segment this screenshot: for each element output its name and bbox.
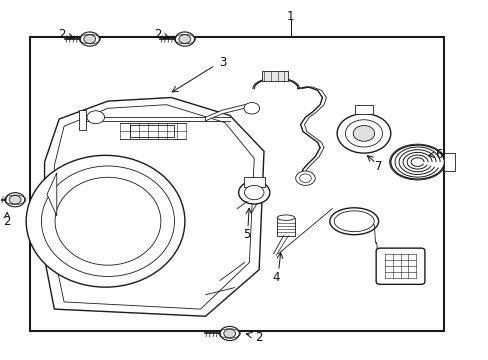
Text: 2: 2 [58, 28, 65, 41]
Circle shape [295, 171, 315, 185]
Bar [277, 218, 294, 235]
Polygon shape [205, 105, 254, 121]
Circle shape [175, 32, 194, 46]
Bar [444, 153, 454, 171]
Ellipse shape [390, 145, 444, 179]
Text: 4: 4 [272, 271, 279, 284]
Text: 2: 2 [255, 330, 263, 343]
Circle shape [299, 174, 311, 183]
Ellipse shape [329, 208, 378, 235]
Ellipse shape [26, 156, 184, 287]
Ellipse shape [55, 177, 161, 265]
Circle shape [352, 126, 374, 141]
Circle shape [83, 35, 96, 44]
Circle shape [179, 35, 190, 44]
Circle shape [244, 103, 259, 114]
Circle shape [345, 120, 382, 147]
Circle shape [220, 327, 239, 341]
Polygon shape [79, 110, 86, 130]
Ellipse shape [277, 215, 294, 220]
Text: 7: 7 [374, 160, 382, 173]
Circle shape [9, 195, 21, 204]
Bar [130, 125, 173, 137]
Polygon shape [44, 98, 264, 316]
Circle shape [224, 329, 235, 338]
Text: 6: 6 [434, 148, 442, 161]
Circle shape [336, 114, 390, 153]
Text: 3: 3 [219, 56, 226, 69]
Bar [354, 105, 372, 114]
Text: 1: 1 [286, 10, 294, 23]
Bar [30, 37, 444, 330]
Circle shape [238, 181, 269, 204]
Circle shape [87, 111, 104, 124]
Text: 2: 2 [154, 28, 161, 41]
Circle shape [244, 185, 264, 200]
Polygon shape [47, 173, 57, 216]
Bar [261, 71, 288, 81]
FancyBboxPatch shape [375, 248, 424, 284]
Text: 2: 2 [3, 215, 10, 228]
Ellipse shape [333, 211, 373, 231]
Text: 5: 5 [243, 228, 250, 241]
Circle shape [80, 32, 99, 46]
Bar [243, 177, 264, 187]
Ellipse shape [41, 166, 174, 276]
Circle shape [5, 193, 25, 207]
